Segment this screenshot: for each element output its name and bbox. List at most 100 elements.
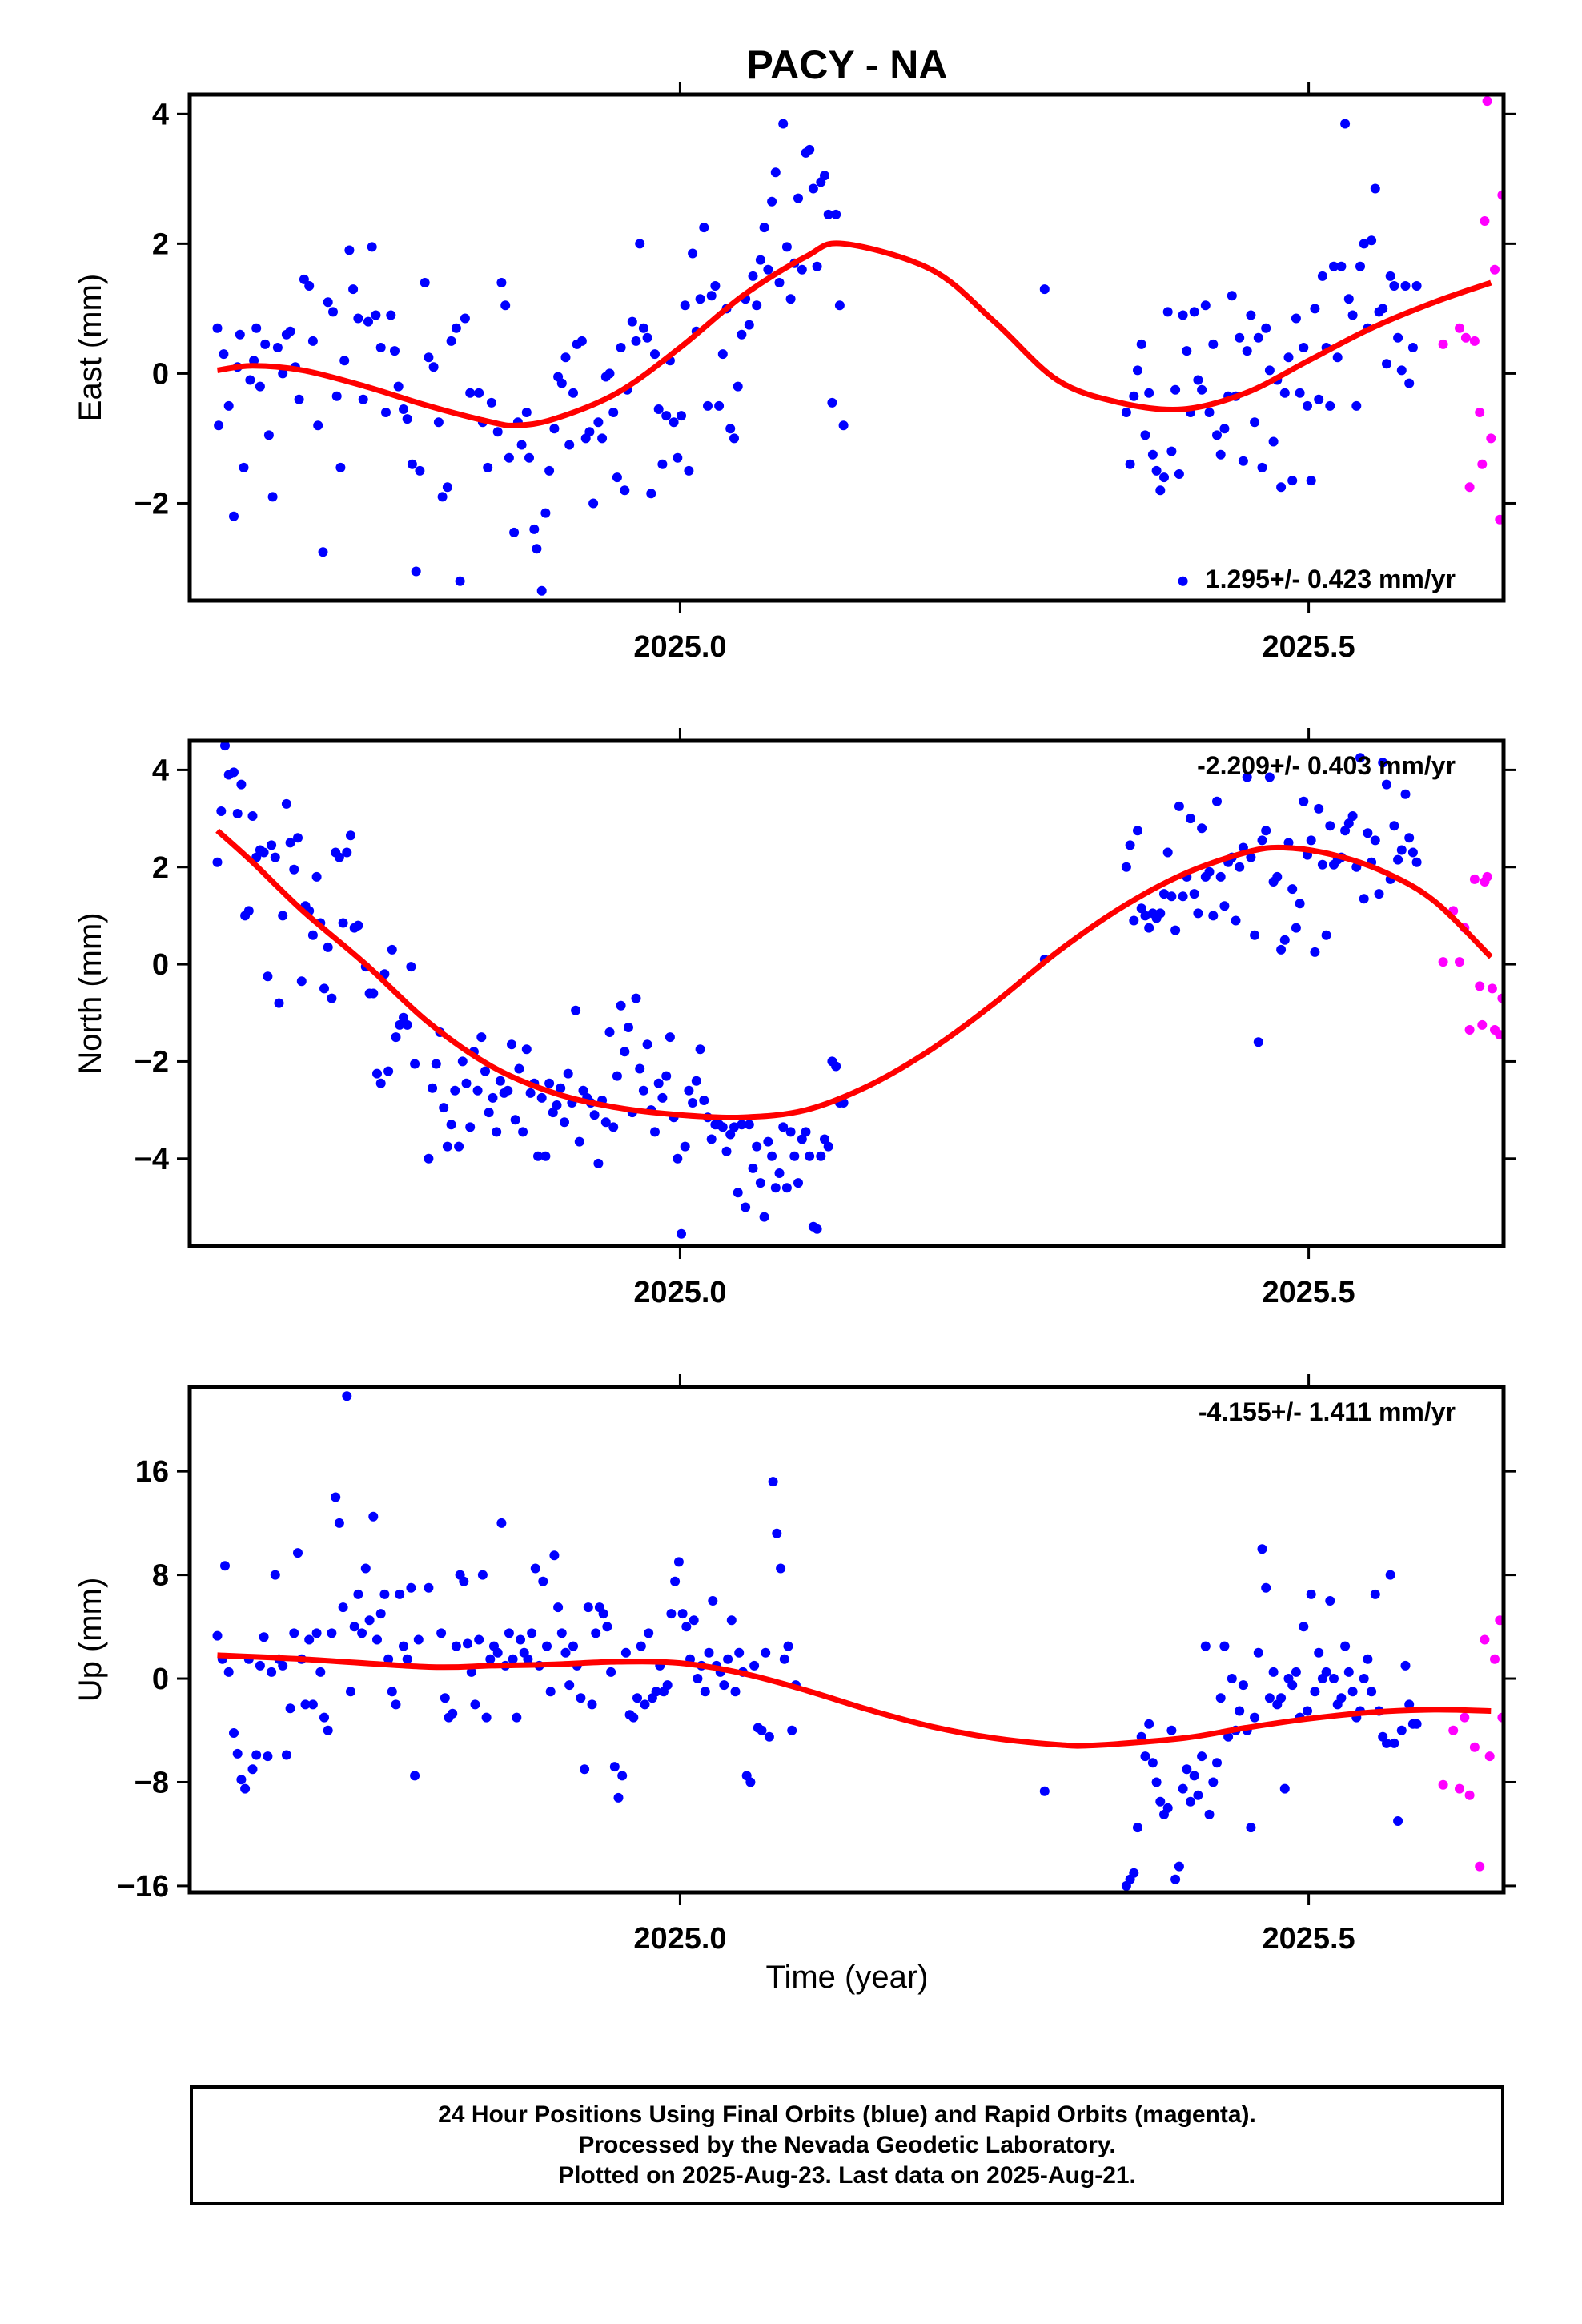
east-final-point bbox=[1151, 465, 1162, 476]
up-final-point bbox=[553, 1602, 564, 1613]
east-final-point bbox=[556, 378, 567, 388]
north-final-point bbox=[346, 830, 355, 841]
north-final-point bbox=[665, 1032, 675, 1043]
east-final-point bbox=[451, 323, 461, 333]
east-rapid-point bbox=[1438, 339, 1448, 349]
east-final-point bbox=[1400, 281, 1411, 291]
north-final-point bbox=[338, 918, 348, 928]
north-final-point bbox=[1355, 753, 1365, 763]
east-final-point bbox=[1279, 388, 1290, 398]
north-final-point bbox=[442, 1141, 452, 1152]
east-final-point bbox=[1332, 352, 1343, 363]
east-panel: −2 0 2 4 2025.0 2025.5 East (mm) 1.295+/- 0.423… bbox=[73, 82, 1516, 664]
up-final-point bbox=[1133, 1823, 1142, 1833]
east-final-point bbox=[335, 462, 346, 472]
north-ytick-label: 0 bbox=[152, 948, 169, 982]
up-final-point bbox=[689, 1615, 699, 1626]
north-final-point bbox=[1400, 789, 1411, 799]
up-plot-frame bbox=[187, 1385, 1506, 1895]
up-final-point bbox=[1310, 1687, 1320, 1697]
north-fit-curve bbox=[215, 828, 1493, 1120]
north-final-point bbox=[488, 1092, 498, 1103]
up-final-point bbox=[395, 1589, 405, 1599]
north-final-point bbox=[831, 1061, 841, 1072]
east-final-point bbox=[755, 255, 765, 265]
east-final-point bbox=[612, 472, 622, 483]
east-final-point bbox=[684, 465, 694, 476]
up-final-point bbox=[223, 1667, 234, 1677]
up-final-point bbox=[1325, 1596, 1335, 1606]
north-final-point bbox=[391, 1032, 401, 1043]
east-ytick-label: 2 bbox=[152, 227, 169, 261]
north-final-point bbox=[770, 1183, 781, 1193]
east-final-point bbox=[560, 352, 571, 363]
north-final-point bbox=[1140, 911, 1150, 921]
north-final-point bbox=[673, 1153, 683, 1164]
east-final-point bbox=[1257, 462, 1267, 472]
up-final-point bbox=[636, 1641, 646, 1651]
up-rate-label: -4.155+/- 1.411 mm/yr bbox=[1199, 1397, 1456, 1426]
north-final-point bbox=[278, 911, 288, 921]
north-final-point bbox=[1299, 796, 1309, 806]
up-final-point bbox=[587, 1699, 597, 1710]
up-final-point bbox=[360, 1563, 371, 1574]
up-final-point bbox=[1314, 1647, 1324, 1658]
north-final-point bbox=[631, 993, 641, 1003]
east-final-point bbox=[584, 427, 595, 437]
north-final-point bbox=[457, 1056, 468, 1067]
east-final-point bbox=[593, 417, 604, 428]
north-final-point bbox=[296, 976, 307, 987]
up-final-point bbox=[1204, 1809, 1215, 1819]
north-final-point bbox=[319, 983, 329, 994]
north-final-point bbox=[220, 741, 230, 751]
up-final-point bbox=[1253, 1647, 1263, 1658]
north-final-point bbox=[1136, 903, 1146, 914]
east-final-point bbox=[797, 264, 807, 275]
east-final-point bbox=[486, 397, 496, 408]
north-final-point bbox=[744, 1120, 754, 1130]
north-final-point bbox=[307, 930, 318, 940]
up-final-point bbox=[1370, 1589, 1380, 1599]
up-final-point bbox=[1367, 1687, 1377, 1697]
up-final-point bbox=[613, 1792, 624, 1803]
north-rate-label: -2.209+/- 0.403 mm/yr bbox=[1197, 751, 1456, 780]
north-final-point bbox=[1272, 871, 1283, 882]
north-final-point bbox=[680, 1141, 690, 1152]
east-final-point bbox=[1306, 476, 1316, 486]
east-final-point bbox=[249, 356, 259, 366]
east-final-point bbox=[1227, 291, 1237, 301]
north-final-point bbox=[1257, 835, 1267, 846]
east-final-point bbox=[752, 300, 762, 311]
east-final-point bbox=[650, 349, 660, 360]
north-final-point bbox=[1166, 891, 1177, 902]
north-final-point bbox=[503, 1085, 513, 1096]
east-final-point bbox=[1147, 449, 1158, 460]
north-final-point bbox=[650, 1127, 660, 1137]
east-final-point bbox=[1385, 271, 1395, 281]
north-final-point bbox=[480, 1066, 490, 1076]
north-rapid-point bbox=[1495, 1030, 1504, 1040]
east-final-point bbox=[455, 576, 465, 586]
east-final-point bbox=[353, 313, 363, 324]
up-final-point bbox=[251, 1750, 262, 1760]
up-final-point bbox=[236, 1775, 247, 1785]
up-final-point bbox=[1291, 1667, 1301, 1677]
north-final-point bbox=[439, 1103, 449, 1113]
north-xtick-label: 2025.5 bbox=[1262, 1276, 1355, 1309]
east-final-point bbox=[677, 411, 686, 421]
up-final-point bbox=[229, 1728, 239, 1738]
east-final-point bbox=[544, 465, 555, 476]
up-final-point bbox=[1279, 1783, 1290, 1794]
up-final-point bbox=[281, 1750, 291, 1760]
east-final-point bbox=[251, 323, 262, 333]
up-final-point bbox=[1329, 1674, 1339, 1683]
north-final-point bbox=[267, 840, 277, 850]
north-final-point bbox=[1276, 944, 1287, 955]
up-final-point bbox=[1189, 1771, 1199, 1781]
up-final-point bbox=[1215, 1693, 1226, 1703]
north-final-point bbox=[492, 1127, 502, 1137]
east-final-point bbox=[608, 408, 619, 417]
up-final-point bbox=[1393, 1816, 1403, 1826]
north-final-point bbox=[536, 1092, 547, 1103]
up-final-point bbox=[293, 1548, 303, 1558]
